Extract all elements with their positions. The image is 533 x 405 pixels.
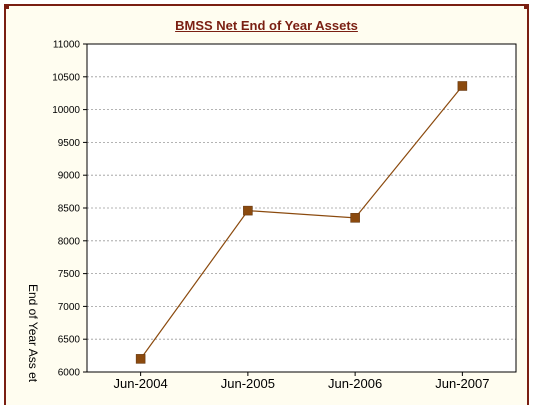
y-tick-label: 8500 [58,204,81,215]
data-point-marker [135,354,146,364]
y-tick-label: 6500 [58,335,81,346]
y-tick-label: 9000 [58,171,81,182]
y-tick-label: 11000 [53,40,81,51]
y-tick-label: 6000 [58,368,81,379]
data-point-marker [243,205,253,216]
y-tick-label: 7500 [58,269,81,280]
y-tick-label: 9500 [58,138,81,149]
frame-corner-top-right [524,4,529,9]
x-tick-label: Jun-2007 [435,376,489,391]
y-tick-label: 10000 [52,105,80,116]
y-tick-label: 8000 [58,236,81,247]
series-line [140,85,463,360]
y-axis-label: End of Year Ass et [26,284,40,383]
frame-corner-top-left [4,4,9,9]
data-point-marker [457,81,468,91]
x-tick-label: Jun-2005 [221,376,275,391]
data-point-marker [350,213,360,223]
plot-border [86,43,517,373]
x-tick-label: Jun-2004 [114,376,168,391]
x-tick-label: Jun-2006 [328,376,382,391]
chart-title: BMSS Net End of Year Assets [175,18,358,33]
y-tick-label: 7000 [58,302,81,313]
y-tick-label: 10500 [52,72,80,83]
